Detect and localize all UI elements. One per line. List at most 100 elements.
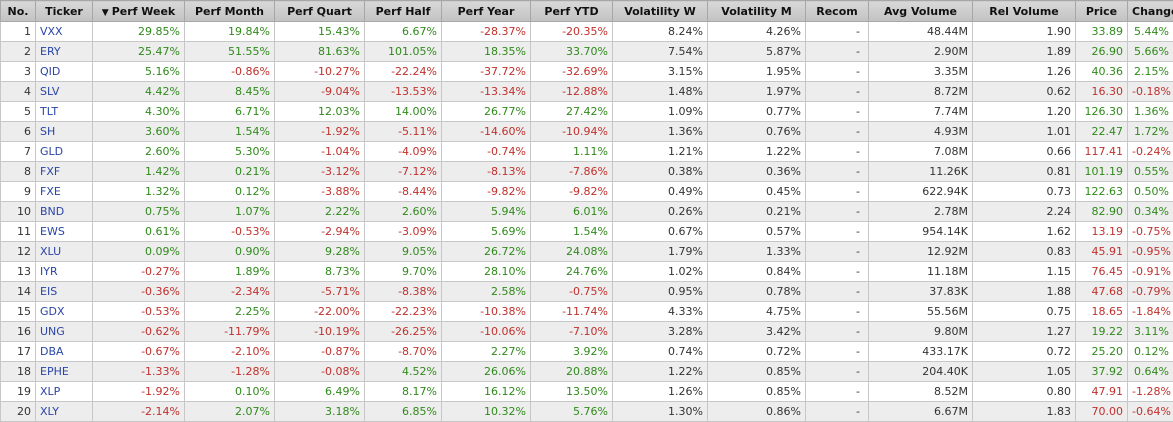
cell-ticker[interactable]: EWS (36, 222, 93, 242)
cell-change: 3.11% (1128, 322, 1173, 342)
cell-perf-week: -2.14% (93, 402, 185, 422)
cell-rel-volume: 0.80 (973, 382, 1076, 402)
cell-recom: - (806, 162, 869, 182)
cell-vol-w: 1.30% (613, 402, 708, 422)
cell-perf-half: 9.05% (365, 242, 442, 262)
column-header-perf-ytd[interactable]: Perf YTD (531, 1, 613, 22)
cell-ticker[interactable]: VXX (36, 22, 93, 42)
cell-ticker[interactable]: XLY (36, 402, 93, 422)
column-header-price[interactable]: Price (1076, 1, 1128, 22)
cell-perf-month: -2.34% (185, 282, 275, 302)
cell-perf-ytd: 33.70% (531, 42, 613, 62)
cell-change: 1.72% (1128, 122, 1173, 142)
column-header-perf-year[interactable]: Perf Year (442, 1, 531, 22)
column-header-perf-half[interactable]: Perf Half (365, 1, 442, 22)
column-header-perf-week[interactable]: ▼Perf Week (93, 1, 185, 22)
cell-recom: - (806, 142, 869, 162)
cell-ticker[interactable]: UNG (36, 322, 93, 342)
cell-perf-ytd: 6.01% (531, 202, 613, 222)
cell-perf-month: 1.07% (185, 202, 275, 222)
cell-perf-ytd: -9.82% (531, 182, 613, 202)
cell-ticker[interactable]: GLD (36, 142, 93, 162)
column-header-recom[interactable]: Recom (806, 1, 869, 22)
cell-perf-ytd: -12.88% (531, 82, 613, 102)
cell-ticker[interactable]: IYR (36, 262, 93, 282)
column-header-no[interactable]: No. (1, 1, 36, 22)
column-header-label: Rel Volume (989, 5, 1059, 18)
cell-perf-ytd: 24.08% (531, 242, 613, 262)
column-header-rel-volume[interactable]: Rel Volume (973, 1, 1076, 22)
cell-ticker[interactable]: ERY (36, 42, 93, 62)
cell-ticker[interactable]: SH (36, 122, 93, 142)
cell-perf-year: 28.10% (442, 262, 531, 282)
column-header-label: Avg Volume (884, 5, 957, 18)
column-header-change[interactable]: Change (1128, 1, 1173, 22)
cell-vol-m: 0.36% (708, 162, 806, 182)
cell-ticker[interactable]: FXF (36, 162, 93, 182)
cell-vol-w: 1.21% (613, 142, 708, 162)
cell-perf-week: 29.85% (93, 22, 185, 42)
column-header-vol-m[interactable]: Volatility M (708, 1, 806, 22)
cell-ticker[interactable]: XLU (36, 242, 93, 262)
cell-ticker[interactable]: EPHE (36, 362, 93, 382)
cell-recom: - (806, 42, 869, 62)
cell-recom: - (806, 202, 869, 222)
column-header-perf-month[interactable]: Perf Month (185, 1, 275, 22)
cell-perf-ytd: -7.86% (531, 162, 613, 182)
cell-ticker[interactable]: QID (36, 62, 93, 82)
cell-perf-month: 0.21% (185, 162, 275, 182)
cell-vol-w: 0.67% (613, 222, 708, 242)
cell-vol-m: 0.78% (708, 282, 806, 302)
cell-ticker[interactable]: DBA (36, 342, 93, 362)
column-header-vol-w[interactable]: Volatility W (613, 1, 708, 22)
cell-ticker[interactable]: GDX (36, 302, 93, 322)
cell-perf-ytd: -32.69% (531, 62, 613, 82)
cell-perf-year: 2.58% (442, 282, 531, 302)
column-header-perf-quart[interactable]: Perf Quart (275, 1, 365, 22)
cell-rel-volume: 1.88 (973, 282, 1076, 302)
column-header-ticker[interactable]: Ticker (36, 1, 93, 22)
cell-vol-w: 1.48% (613, 82, 708, 102)
cell-change: 0.50% (1128, 182, 1173, 202)
cell-vol-w: 8.24% (613, 22, 708, 42)
cell-ticker[interactable]: BND (36, 202, 93, 222)
cell-ticker[interactable]: FXE (36, 182, 93, 202)
cell-no: 11 (1, 222, 36, 242)
column-header-avg-volume[interactable]: Avg Volume (869, 1, 973, 22)
cell-price: 26.90 (1076, 42, 1128, 62)
cell-ticker[interactable]: TLT (36, 102, 93, 122)
cell-perf-half: -7.12% (365, 162, 442, 182)
cell-change: 0.64% (1128, 362, 1173, 382)
cell-ticker[interactable]: SLV (36, 82, 93, 102)
cell-perf-month: 2.07% (185, 402, 275, 422)
cell-price: 37.92 (1076, 362, 1128, 382)
cell-ticker[interactable]: XLP (36, 382, 93, 402)
cell-vol-w: 1.09% (613, 102, 708, 122)
cell-avg-volume: 6.67M (869, 402, 973, 422)
cell-perf-ytd: 5.76% (531, 402, 613, 422)
cell-ticker[interactable]: EIS (36, 282, 93, 302)
cell-perf-week: -0.62% (93, 322, 185, 342)
cell-price: 126.30 (1076, 102, 1128, 122)
